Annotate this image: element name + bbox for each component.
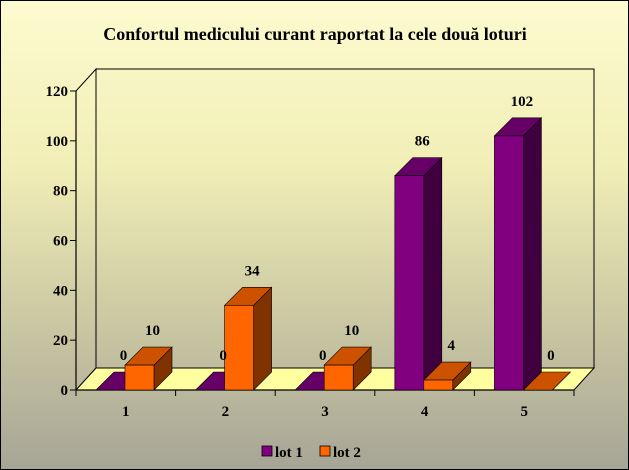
x-tick-label: 3	[321, 404, 329, 420]
bar-1	[394, 156, 443, 391]
y-tick-label: 80	[53, 184, 68, 200]
bar-front	[494, 135, 524, 391]
bar-top	[522, 371, 572, 391]
data-labels: 0 10 0 34 0 10 86 4 102 0	[120, 94, 555, 364]
legend-label: lot 1	[275, 445, 303, 461]
bar-front	[394, 175, 425, 391]
data-label: 0	[547, 348, 555, 364]
y-tick-label: 20	[53, 333, 68, 349]
legend-swatch	[319, 445, 331, 457]
chart-title: Confortul medicului curant raportat la c…	[103, 24, 526, 44]
x-axis: 1 2 3 4 5	[75, 389, 575, 420]
bar-side	[423, 156, 443, 391]
bar-front	[423, 379, 454, 391]
legend-item-1: lot 1	[261, 445, 303, 461]
bar-2	[223, 286, 273, 391]
bar-2	[423, 361, 472, 391]
bar-side	[523, 117, 542, 391]
bar-front	[224, 304, 254, 391]
bar-2	[323, 346, 372, 391]
bar-front	[323, 364, 354, 391]
data-label: 10	[344, 323, 359, 339]
data-label: 102	[511, 94, 534, 110]
bars	[95, 117, 572, 391]
data-label: 0	[120, 348, 128, 364]
y-tick-label: 40	[53, 283, 68, 299]
data-label: 86	[415, 134, 431, 150]
legend: lot 1 lot 2	[261, 445, 361, 461]
bar-1	[493, 117, 543, 391]
x-tick-label: 4	[421, 404, 429, 420]
y-tick-label: 100	[46, 134, 69, 150]
x-tick-label: 2	[222, 404, 230, 420]
y-tick-label: 0	[61, 383, 69, 399]
x-tick-label: 5	[520, 404, 528, 420]
side-wall	[75, 67, 97, 392]
x-tick-label: 1	[122, 404, 130, 420]
bar-2	[124, 346, 173, 391]
data-label: 10	[145, 323, 160, 339]
data-label: 4	[448, 338, 456, 354]
legend-swatch	[261, 445, 273, 457]
legend-label: lot 2	[333, 445, 361, 461]
y-axis: 0 20 40 60 80 100 120	[46, 84, 77, 399]
legend-item-2: lot 2	[319, 445, 361, 461]
y-tick-label: 120	[46, 84, 69, 100]
bar-front	[124, 364, 155, 391]
bar-2	[522, 371, 572, 391]
data-label: 34	[245, 263, 261, 279]
y-tick-label: 60	[53, 234, 68, 250]
data-label: 0	[319, 348, 327, 364]
data-label: 0	[219, 348, 227, 364]
